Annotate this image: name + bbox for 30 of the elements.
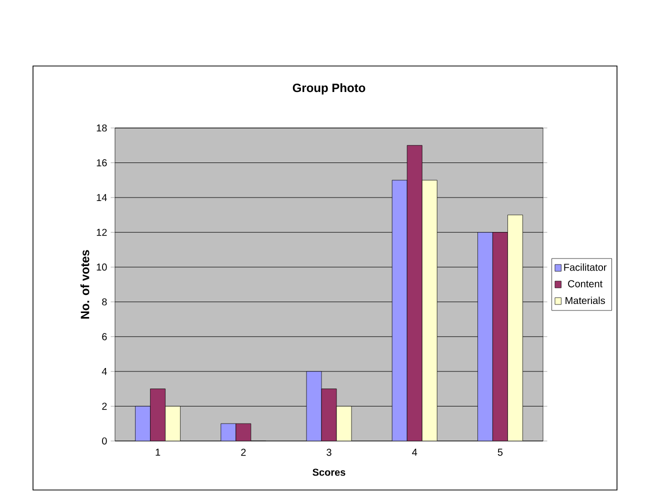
y-tick-label: 18 bbox=[96, 124, 107, 132]
bar bbox=[392, 180, 408, 441]
x-tick-label: 1 bbox=[156, 448, 160, 456]
y-axis-title: No. of votes bbox=[80, 250, 90, 319]
legend-label: Facilitator bbox=[564, 264, 607, 271]
y-tick-label: 0 bbox=[102, 437, 107, 445]
y-tick-label: 10 bbox=[96, 264, 107, 271]
chart-title: Group Photo bbox=[292, 83, 366, 94]
bar bbox=[422, 180, 438, 441]
y-tick-label: 2 bbox=[102, 402, 107, 410]
bar bbox=[478, 232, 493, 441]
y-tick-label: 16 bbox=[96, 159, 107, 166]
x-tick-label: 2 bbox=[241, 448, 246, 456]
y-tick-label: 4 bbox=[102, 368, 107, 375]
legend-label: Materials bbox=[566, 296, 605, 304]
bar bbox=[508, 214, 523, 441]
bar bbox=[165, 406, 181, 441]
x-tick-label: 3 bbox=[326, 448, 332, 456]
y-tick-label: 6 bbox=[102, 333, 107, 340]
y-tick-label: 14 bbox=[96, 194, 107, 201]
y-tick-label: 12 bbox=[96, 228, 107, 236]
legend-label: Content bbox=[568, 280, 602, 288]
bar bbox=[336, 406, 352, 441]
y-tick-label: 8 bbox=[102, 298, 107, 306]
bar bbox=[220, 423, 236, 441]
bar bbox=[306, 371, 322, 441]
x-tick-label: 5 bbox=[498, 448, 503, 456]
bar bbox=[135, 406, 151, 441]
x-axis-title: Scores bbox=[312, 468, 346, 476]
x-tick-label: 4 bbox=[412, 448, 418, 456]
